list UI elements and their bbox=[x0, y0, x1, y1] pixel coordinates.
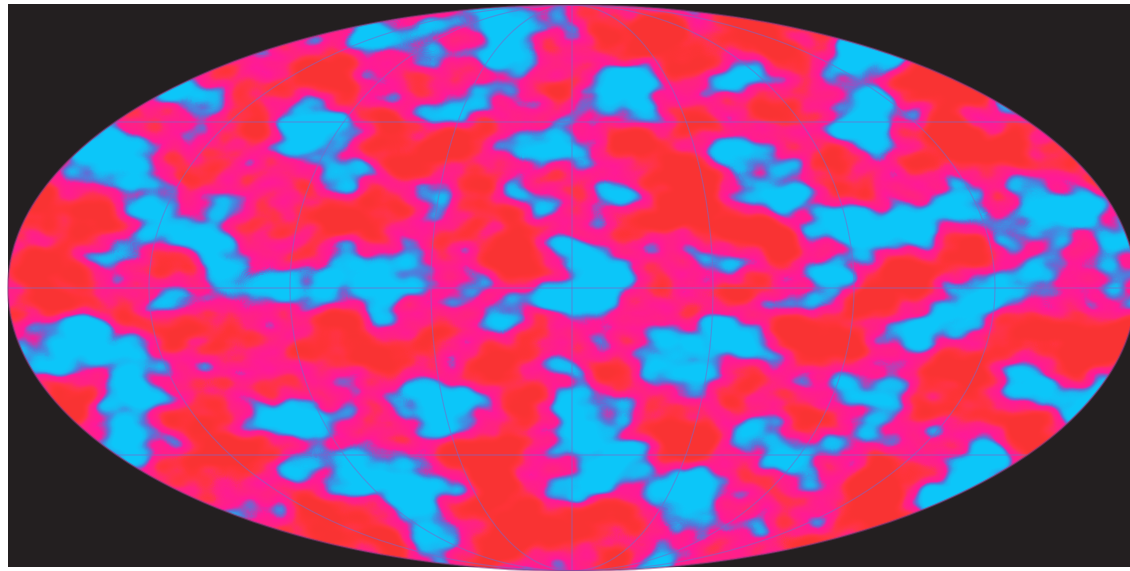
map-edge bbox=[7, 4, 1130, 571]
map-disc bbox=[8, 5, 1130, 571]
graticule bbox=[8, 5, 1130, 571]
meridian bbox=[430, 5, 714, 571]
meridian bbox=[148, 5, 996, 571]
meridian bbox=[289, 5, 855, 571]
